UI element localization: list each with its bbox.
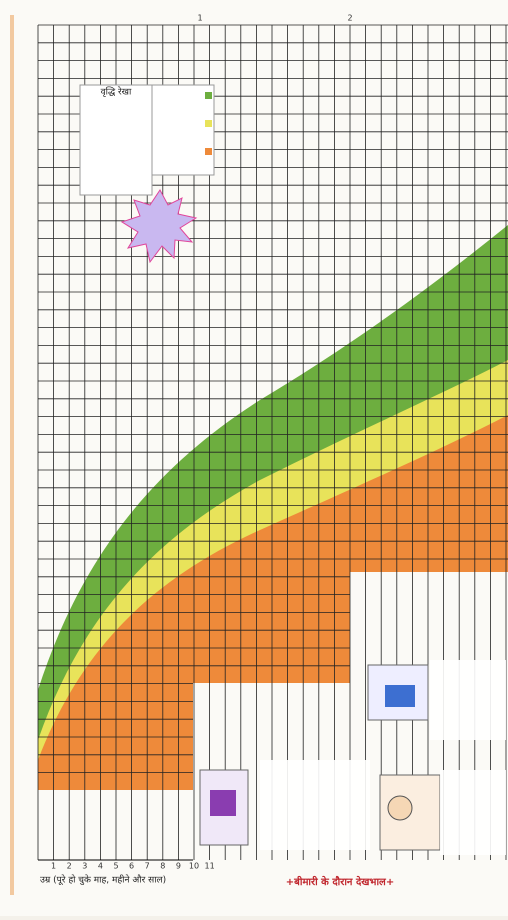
- text-panel: [440, 770, 506, 855]
- bands: [38, 225, 508, 790]
- orange-band: [38, 415, 508, 790]
- text-panel: [430, 660, 506, 740]
- deco: +: [286, 877, 294, 888]
- bottom-caption: उम्र (पूरे हो चुके माह, महीने और साल): [40, 874, 166, 886]
- mother-figure: [210, 790, 236, 816]
- month-label: 2: [67, 862, 72, 871]
- key-yellow: [205, 120, 212, 127]
- month-label: 10: [189, 862, 199, 871]
- key-green: [205, 92, 212, 99]
- month-label: 3: [82, 862, 87, 871]
- legend-title: वृद्धि रेखा: [101, 86, 132, 98]
- child-figure: [385, 685, 415, 707]
- footer-title: +बीमारी के दौरान देखभाल+: [286, 875, 394, 888]
- month-label: 8: [160, 862, 165, 871]
- month-label: 11: [205, 862, 215, 871]
- starburst: [120, 189, 198, 264]
- month-label: 1: [51, 862, 56, 871]
- face: [387, 795, 413, 821]
- month-label: 6: [129, 862, 134, 871]
- top-tick-label: 2: [347, 14, 352, 23]
- month-label: 5: [113, 862, 118, 871]
- text-panel: [260, 760, 370, 850]
- margin-strip: [10, 15, 14, 895]
- top-tick-label: 1: [197, 14, 202, 23]
- legend-box: [79, 84, 153, 196]
- legend-key: [151, 84, 215, 176]
- month-label: 4: [98, 862, 103, 871]
- deco: +: [386, 877, 394, 888]
- month-label: 9: [176, 862, 181, 871]
- footer-text: बीमारी के दौरान देखभाल: [293, 875, 387, 888]
- key-orange: [205, 148, 212, 155]
- month-label: 7: [145, 862, 150, 871]
